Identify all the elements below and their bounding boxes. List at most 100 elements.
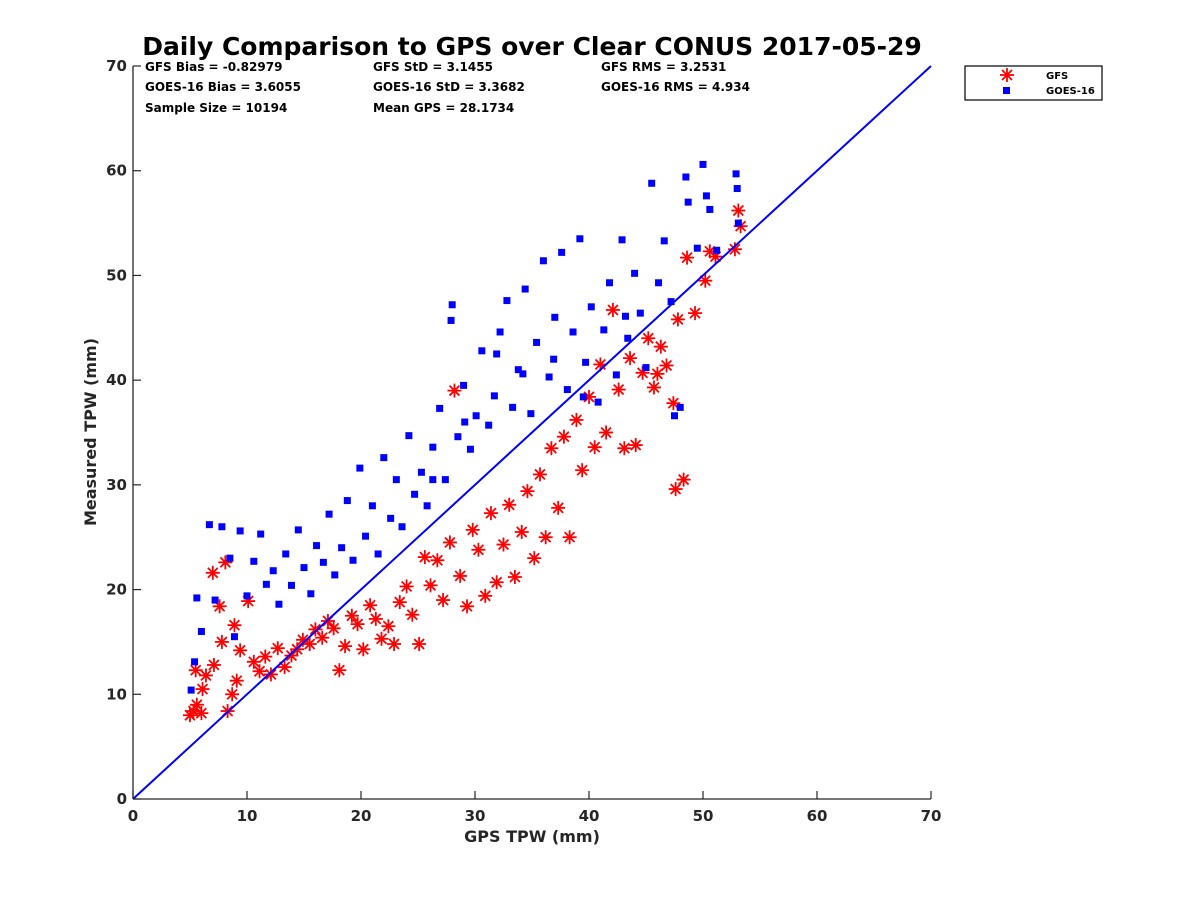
gfs-point [326,621,341,636]
goes-16-point [250,557,258,565]
gfs-point [680,250,695,265]
gfs-point [246,654,261,669]
goes-16-point [667,298,675,306]
goes-16-point [493,350,501,358]
x-tick-label: 0 [128,807,138,825]
goes-16-point [612,371,620,379]
goes-16-point [282,550,290,558]
y-tick-label: 60 [106,162,127,180]
goes-16-point [655,279,663,287]
legend: GFS GOES-16 [964,65,1103,101]
goes-16-point [343,497,351,505]
goes-16-point [374,550,382,558]
goes-16-point [236,527,244,535]
goes-16-point [514,366,522,374]
goes-16-point [509,403,517,411]
goes-16-point [380,454,388,462]
goes-16-point [594,398,602,406]
gfs-point [270,641,285,656]
x-tick-label: 40 [579,807,600,825]
legend-goes-marker [1003,87,1010,94]
goes-16-point [621,312,629,320]
goes-16-point [193,594,201,602]
goes-16-point [319,558,327,566]
gfs-point [659,358,674,373]
gfs-point [727,242,742,257]
chart-title: Daily Comparison to GPS over Clear CONUS… [142,32,922,61]
gfs-point [206,657,221,672]
x-axis-label: GPS TPW (mm) [464,827,600,846]
x-tick-label: 20 [351,807,372,825]
goes-16-point [576,235,584,243]
gfs-point [551,500,566,515]
goes-16-point [262,580,270,588]
axes [132,66,931,800]
gfs-point [214,634,229,649]
gfs-point [507,570,522,585]
gfs-point [611,382,626,397]
legend-box [964,65,1103,101]
gfs-point [194,706,209,721]
gfs-point [195,682,210,697]
x-axis-ticks: 0 10 20 30 40 50 60 70 [128,791,942,825]
gfs-point [520,484,535,499]
goes-16-point [496,328,504,336]
gfs-point [417,550,432,565]
goes-16-point [226,554,234,562]
goes-16-point [368,502,376,510]
y-tick-label: 50 [106,266,127,284]
gfs-point [471,542,486,557]
gfs-point [315,630,330,645]
gfs-point [668,482,683,497]
goes-16-point [275,600,283,608]
goes-16-point [411,490,419,498]
goes-16-point [362,532,370,540]
gfs-rms-stat: GFS RMS = 3.2531 [601,60,726,74]
goes-16-point [558,248,566,256]
gfs-point [436,593,451,608]
goes-16-point [325,510,333,518]
mean-gps-stat: Mean GPS = 28.1734 [373,101,514,115]
y-axis-label: Measured TPW (mm) [81,338,100,526]
goes-16-point [466,445,474,453]
goes-16-point [734,219,742,227]
goes-16-point [417,468,425,476]
gfs-point [670,312,685,327]
goes-16-point [684,198,692,206]
y-tick-label: 20 [106,581,127,599]
goes-16-point [682,173,690,181]
gfs-point [392,595,407,610]
goes-std-stat: GOES-16 StD = 3.3682 [373,80,525,94]
goes-16-point [398,523,406,531]
legend-goes-label: GOES-16 [1046,86,1095,97]
gfs-point [460,599,475,614]
goes-bias-stat: GOES-16 Bias = 3.6055 [145,80,301,94]
gfs-point [731,203,746,218]
gfs-point [198,668,213,683]
goes-16-point [533,338,541,346]
goes-16-point [636,309,644,317]
goes-16-point [676,403,684,411]
goes-16-point [191,658,199,666]
gfs-point [527,551,542,566]
goes-16-point [392,476,400,484]
goes-16-point [423,502,431,510]
goes-16-point [243,592,251,600]
gfs-point [489,575,504,590]
gfs-point [430,553,445,568]
gfs-point [569,412,584,427]
goes-16-point [642,364,650,372]
goes-16-point [197,627,205,635]
goes-16-point [387,514,395,522]
goes-16-point [587,303,595,311]
x-tick-label: 70 [921,807,942,825]
goes-16-point [732,170,740,178]
gfs-point [277,660,292,675]
goes-16-point [454,433,462,441]
gfs-point [698,273,713,288]
goes-16-point [600,326,608,334]
gfs-point [646,380,661,395]
gfs-point [538,530,553,545]
gfs-point [496,537,511,552]
